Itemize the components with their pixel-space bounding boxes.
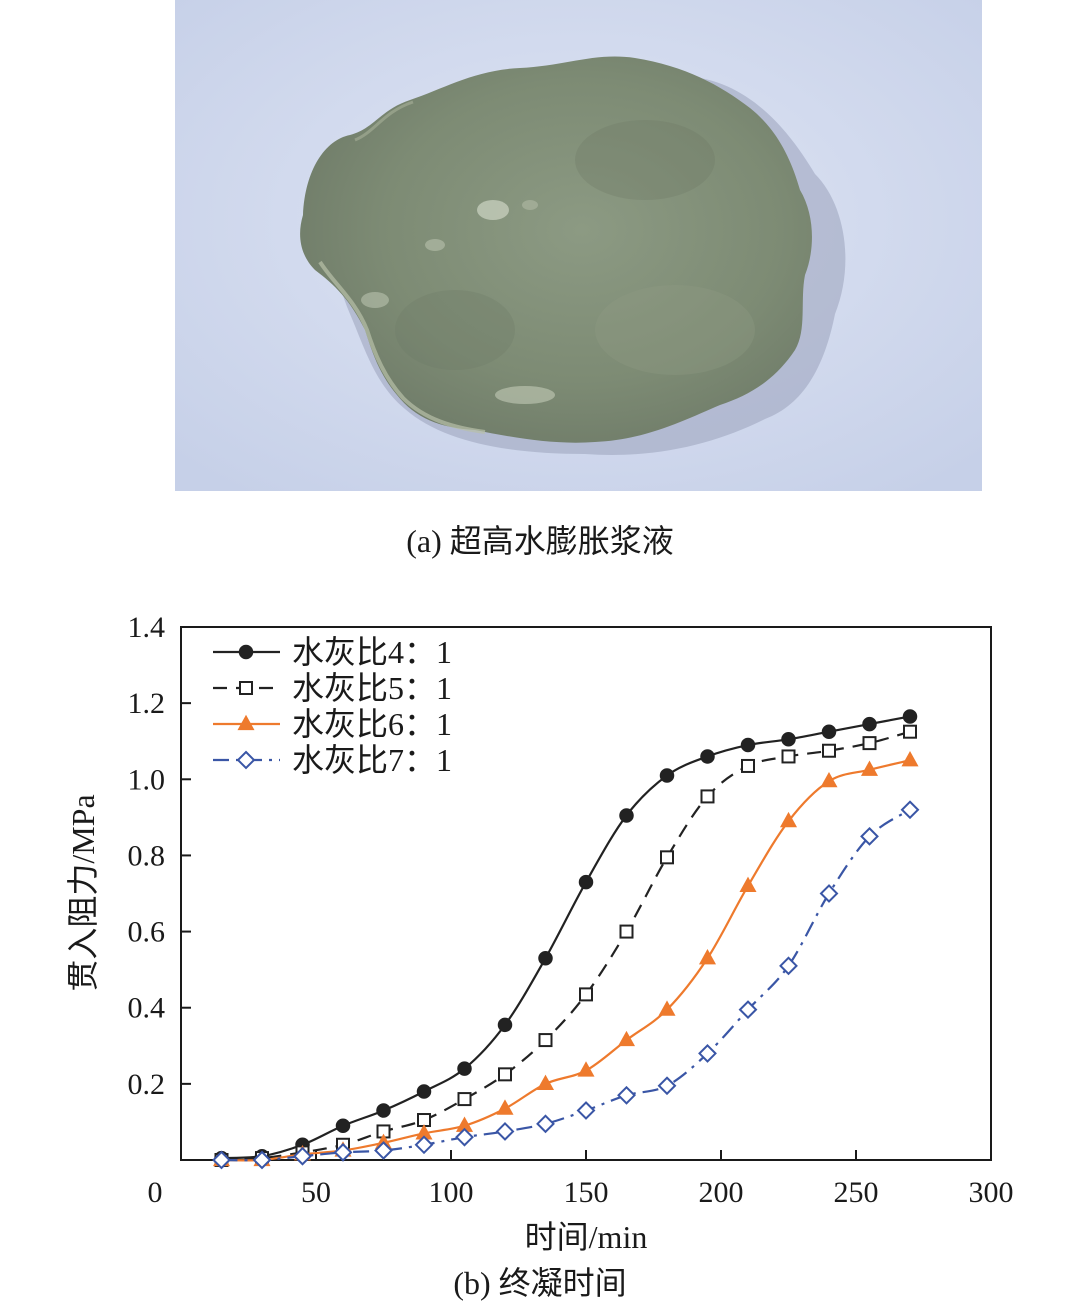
data-point xyxy=(660,850,674,865)
data-point xyxy=(781,732,796,747)
legend-label: 水灰比7：1 xyxy=(292,742,452,778)
series-layer xyxy=(212,709,920,1170)
x-axis-ticks: 0 50 100 150 200 250 300 xyxy=(148,1150,1014,1209)
y-tick-label: 0.6 xyxy=(128,916,166,949)
series-line xyxy=(221,759,911,1162)
data-point xyxy=(903,724,917,739)
data-point xyxy=(496,1099,514,1115)
data-point xyxy=(860,760,879,776)
series-6-to-1 xyxy=(212,751,919,1167)
legend-marker xyxy=(236,750,256,770)
data-point xyxy=(293,1146,312,1166)
data-point xyxy=(457,1061,472,1076)
legend-label: 水灰比5：1 xyxy=(292,670,452,706)
x-tick-label: 300 xyxy=(969,1176,1014,1209)
slurry-photo-drawing xyxy=(175,0,982,491)
data-point xyxy=(414,1135,434,1155)
data-point xyxy=(779,811,798,828)
data-point xyxy=(819,884,839,903)
data-point xyxy=(579,987,593,1002)
data-point xyxy=(739,876,757,892)
legend-marker xyxy=(239,681,253,695)
data-point xyxy=(457,1092,472,1107)
y-tick-label: 1.4 xyxy=(128,611,166,644)
legend-marker xyxy=(237,714,255,731)
data-point xyxy=(901,751,919,767)
legend-marker xyxy=(238,644,254,660)
data-point xyxy=(659,768,675,783)
x-tick-label: 250 xyxy=(834,1176,879,1209)
data-point xyxy=(779,956,798,976)
series-line xyxy=(221,730,911,1162)
legend-label: 水灰比6：1 xyxy=(292,706,452,742)
x-tick-label: 150 xyxy=(564,1176,609,1209)
data-point xyxy=(374,1141,393,1160)
data-point xyxy=(576,1101,596,1120)
data-point xyxy=(900,800,920,820)
y-tick-label: 1.2 xyxy=(128,687,166,720)
data-point xyxy=(821,724,837,739)
caption-panel-b: (b) 终凝时间 xyxy=(453,1265,627,1301)
data-point xyxy=(536,1114,555,1134)
data-point xyxy=(498,1067,512,1082)
legend-label: 水灰比4：1 xyxy=(292,634,452,670)
data-point xyxy=(619,808,634,823)
data-point xyxy=(538,950,553,966)
y-tick-label: 0.4 xyxy=(128,992,166,1025)
data-point xyxy=(738,1000,758,1020)
data-point xyxy=(657,1076,677,1096)
slurry-photo xyxy=(175,0,982,491)
series-line xyxy=(221,715,911,1160)
series-line xyxy=(221,808,911,1162)
data-point xyxy=(538,1033,553,1048)
data-point xyxy=(376,1103,391,1118)
data-point xyxy=(741,758,755,773)
series-7-to-1 xyxy=(212,800,920,1170)
data-point xyxy=(698,1043,717,1063)
data-point xyxy=(822,743,836,758)
data-point xyxy=(698,948,717,965)
data-point xyxy=(212,1150,231,1170)
x-tick-label: 100 xyxy=(429,1176,474,1209)
data-point xyxy=(495,1122,515,1141)
data-point xyxy=(536,1074,555,1090)
x-tick-label: 0 xyxy=(148,1176,163,1209)
y-tick-label: 1.0 xyxy=(128,763,166,796)
data-point xyxy=(700,789,715,804)
data-point xyxy=(862,716,877,732)
data-point xyxy=(862,736,877,751)
data-point xyxy=(578,874,594,890)
data-point xyxy=(781,749,796,764)
data-point xyxy=(860,826,879,846)
data-point xyxy=(617,1030,636,1047)
data-point xyxy=(577,1061,595,1077)
data-point xyxy=(740,737,756,753)
series-5-to-1 xyxy=(214,724,917,1167)
y-tick-label: 0.2 xyxy=(128,1068,166,1101)
y-tick-label: 0.8 xyxy=(128,839,166,872)
data-point xyxy=(252,1150,272,1170)
series-4-to-1 xyxy=(214,709,918,1166)
data-point xyxy=(333,1142,353,1162)
data-point xyxy=(658,1000,676,1016)
x-axis-title: 时间/min xyxy=(525,1219,648,1255)
y-axis-title: 贯入阻力/MPa xyxy=(65,794,101,991)
data-point xyxy=(902,709,918,724)
penetration-chart: 0 50 100 150 200 250 300 0.2 0.4 0.6 0.8 1.0 1.2 1.4… xyxy=(65,611,1014,1255)
data-point xyxy=(700,749,715,764)
data-point xyxy=(617,1085,636,1105)
data-point xyxy=(455,1127,474,1147)
y-axis-ticks: 0.2 0.4 0.6 0.8 1.0 1.2 1.4 xyxy=(128,611,191,1101)
data-point xyxy=(619,924,634,939)
caption-panel-a: (a) 超高水膨胀浆液 xyxy=(406,523,674,559)
data-point xyxy=(820,771,838,788)
data-point xyxy=(335,1118,351,1133)
data-point xyxy=(497,1017,513,1033)
x-tick-label: 50 xyxy=(301,1176,331,1209)
x-tick-label: 200 xyxy=(699,1176,744,1209)
data-point xyxy=(416,1084,432,1099)
